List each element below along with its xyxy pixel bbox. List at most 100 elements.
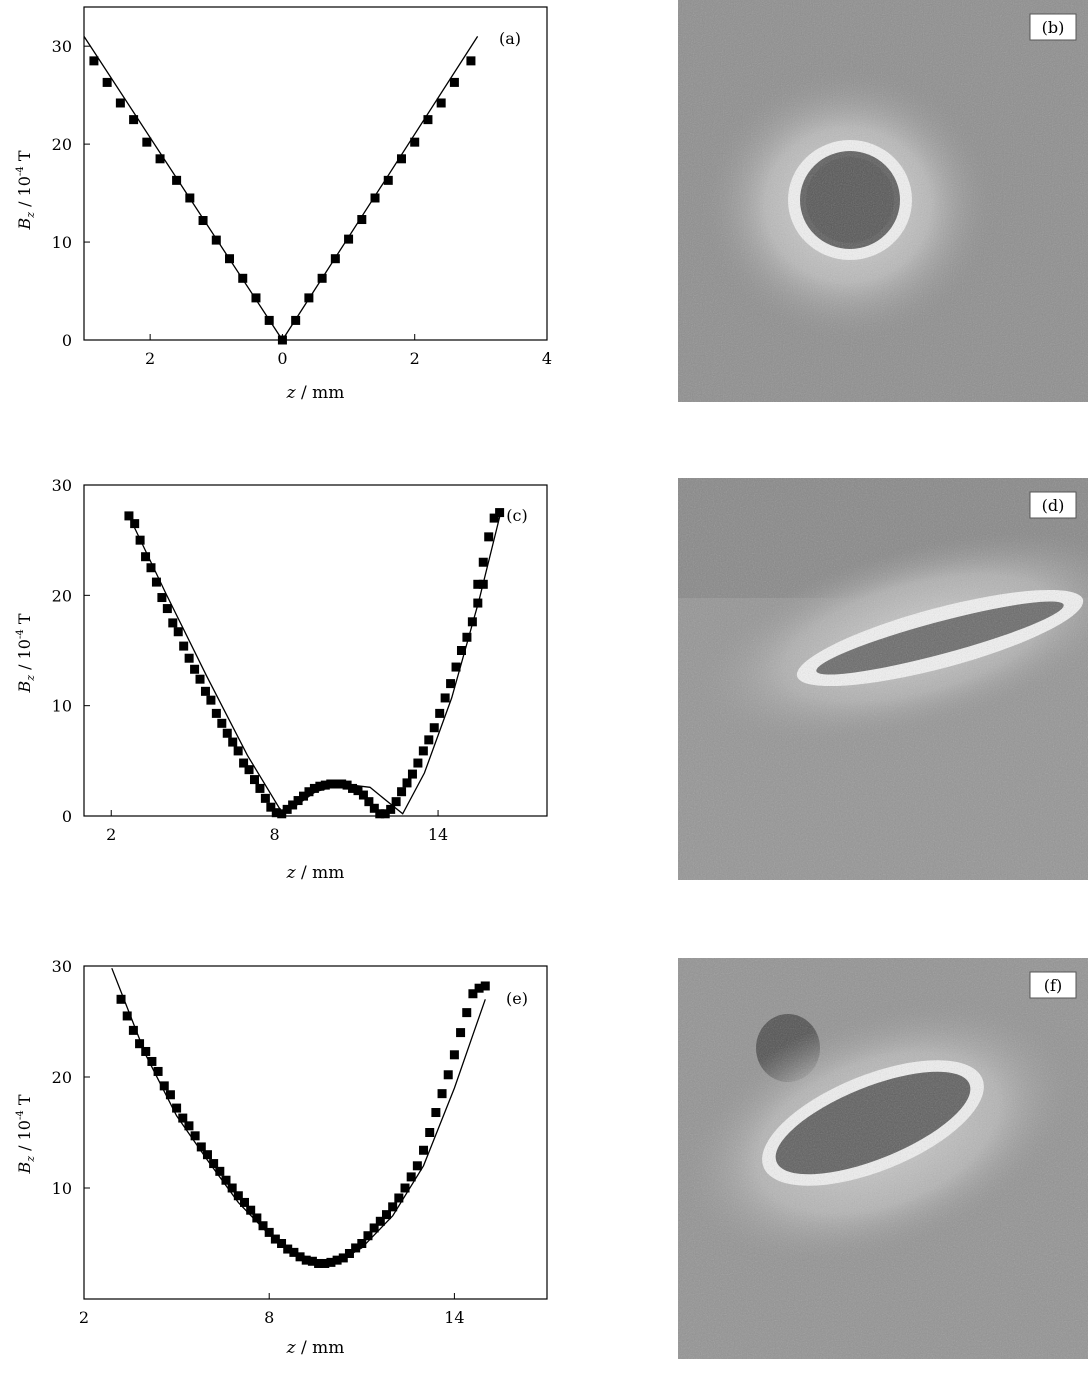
x-tick-label: 4 [542,349,552,368]
data-point [184,653,194,663]
data-point [249,775,259,785]
x-tick-label: 2 [145,349,155,368]
data-point [307,1256,317,1266]
data-point [179,641,189,651]
image-panel-f: (f) [678,958,1088,1360]
data-point [122,1011,132,1021]
data-point [358,790,368,800]
data-point [206,695,216,705]
data-point [155,154,165,164]
data-point [495,508,505,518]
data-point [135,1039,145,1049]
image-panel-b: (b) [678,0,1088,402]
data-point [184,1121,194,1131]
data-point [364,797,374,807]
data-point [222,728,232,738]
y-tick-label: 30 [52,37,72,56]
data-point [282,804,292,814]
panel-label-f: (f) [1044,976,1062,995]
panel-label: (a) [499,29,521,48]
chart-a: 2 0 2 4 0 10 20 30 (a) z / mm Bz / 10-4 T [0,0,600,440]
data-point [357,215,367,225]
data-point [293,796,303,806]
data-point [351,1243,361,1253]
data-point [128,1025,138,1035]
data-point [473,579,483,589]
data-point [443,1070,453,1080]
data-point [468,989,478,999]
data-point [277,809,287,819]
data-point [153,1066,163,1076]
series-line [128,512,502,815]
data-point [227,1183,237,1193]
y-tick-label: 0 [62,807,72,826]
data-point [289,1247,299,1257]
image-f: (f) [678,958,1088,1359]
data-point [449,1050,459,1060]
x-tick-label: 14 [428,825,448,844]
data-point [396,154,406,164]
data-point [474,983,484,993]
data-point [386,804,396,814]
data-point [251,293,261,303]
data-point [190,664,200,674]
data-point [348,783,358,793]
x-tick-label: 14 [444,1308,464,1327]
data-point [314,1258,324,1268]
data-point [172,1103,182,1113]
data-point [331,779,341,789]
data-point [255,783,265,793]
data-point [295,1252,305,1262]
data-point [407,769,417,779]
x-tick-label: 2 [410,349,420,368]
data-point [89,56,99,66]
data-point [413,758,423,768]
data-point [425,1128,435,1137]
data-point [130,519,140,529]
y-tick-label: 20 [52,135,72,154]
data-point [466,56,476,66]
x-axis-label: z / mm [286,1338,345,1358]
plot-frame [83,965,548,1300]
data-point [484,532,494,542]
data-point [320,1258,330,1268]
image-d: (d) [678,478,1088,880]
panel-label-d: (d) [1042,496,1065,515]
data-point [115,98,125,108]
data-point [309,783,319,793]
data-point [198,216,208,226]
y-tick-label: 20 [52,586,72,605]
data-point [489,513,499,523]
data-point [412,1161,422,1171]
y-axis-label: Bz / 10-4 T [15,150,37,230]
data-point [419,1145,429,1155]
data-point [326,779,336,789]
x-axis-label: z / mm [286,383,345,403]
data-point [141,1046,151,1056]
y-tick-label: 0 [62,331,72,350]
y-tick-label: 10 [52,697,72,716]
panel-label: (c) [506,506,527,525]
y-axis-label: Bz / 10-4 T [15,613,37,693]
data-point [301,1255,311,1265]
data-point [423,115,433,125]
image-b: (b) [678,0,1088,402]
y-tick-label: 10 [52,1179,72,1198]
chart-e-svg: 2 8 14 10 20 30 (e) z / mm Bz / 10-4 T [15,958,548,1358]
data-point [239,758,249,768]
data-point [402,778,412,788]
data-point [332,1255,342,1265]
data-point [200,686,210,696]
data-point [221,1175,231,1185]
data-point [394,1193,404,1203]
data-point [437,1089,447,1099]
data-point [369,1223,379,1233]
data-point [215,1166,225,1176]
data-point [418,746,428,756]
data-point [165,1090,175,1100]
data-point [142,137,152,147]
y-tick-label: 30 [52,478,72,495]
data-point [380,809,390,819]
data-point [190,1131,200,1141]
